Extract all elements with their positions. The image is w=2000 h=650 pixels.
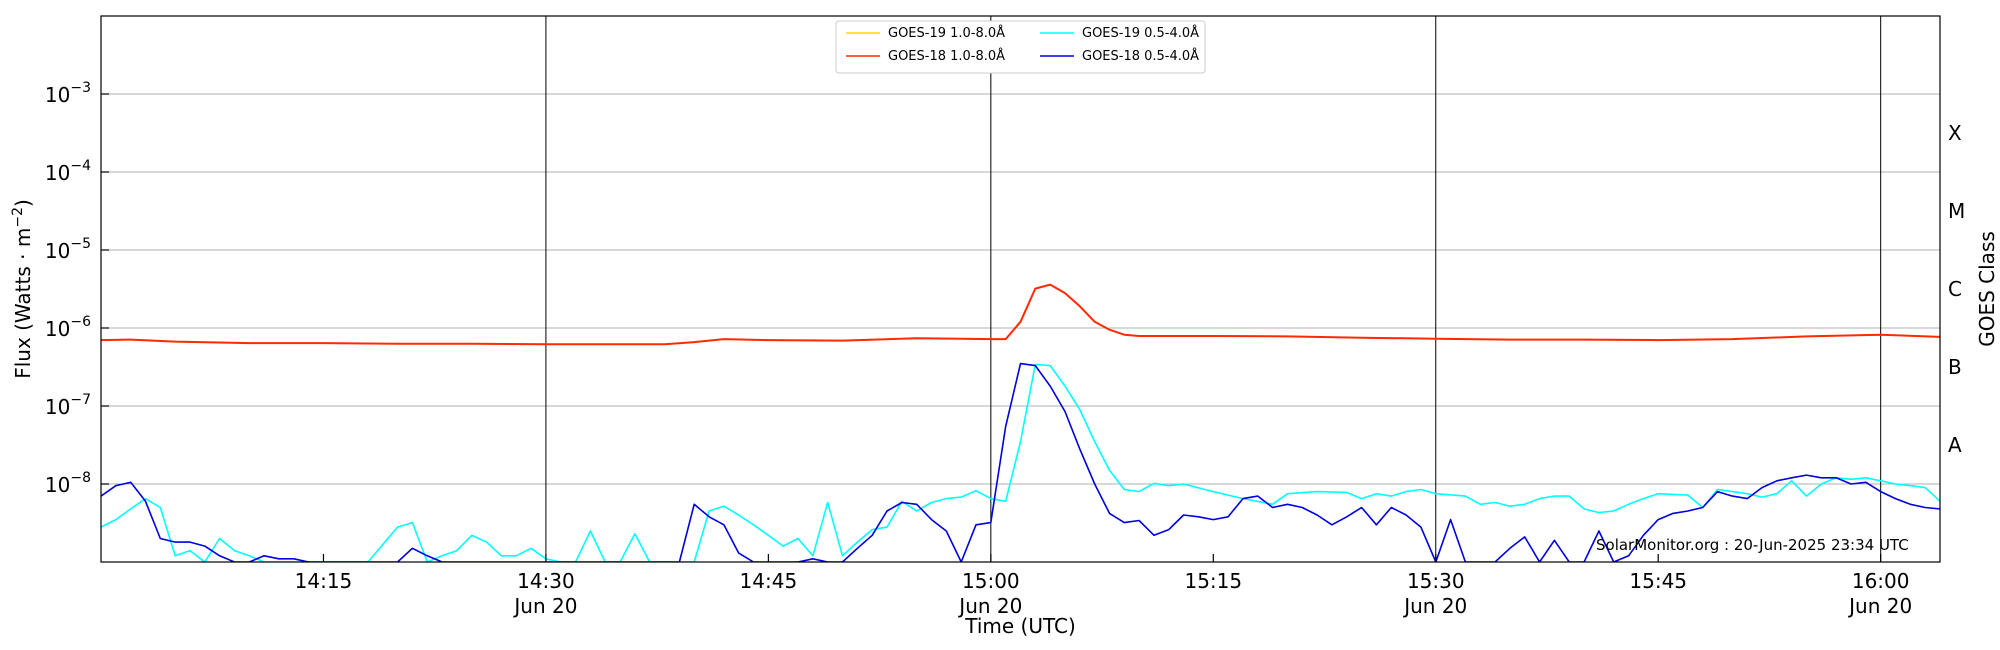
x-tick-label: 15:00 bbox=[962, 569, 1020, 593]
x-tick-date-label: Jun 20 bbox=[957, 594, 1022, 618]
legend-label: GOES-18 1.0-8.0Å bbox=[888, 48, 1005, 64]
goes-class-label: X bbox=[1948, 121, 1962, 145]
goes-class-axis-label: GOES Class bbox=[1975, 231, 1999, 347]
x-tick-label: 14:45 bbox=[740, 569, 798, 593]
x-axis-label: Time (UTC) bbox=[964, 614, 1076, 638]
x-tick-label: 15:30 bbox=[1407, 569, 1465, 593]
series-line-goes-19-0-5-4-0- bbox=[101, 363, 1940, 562]
series-lines bbox=[101, 283, 1940, 562]
x-tick-date-label: Jun 20 bbox=[1402, 594, 1467, 618]
y-tick-exponent: −7 bbox=[70, 392, 91, 408]
x-tick-label: 14:15 bbox=[295, 569, 353, 593]
plot-area-frame bbox=[100, 15, 1941, 563]
y-tick-label: 10−6 bbox=[45, 314, 91, 341]
y-tick-label: 10−7 bbox=[45, 392, 91, 419]
series-line-goes-18-1-0-8-0- bbox=[101, 283, 1940, 346]
y-tick-label: 10−5 bbox=[45, 236, 91, 263]
y-tick-label: 10−8 bbox=[45, 470, 91, 497]
series-line-goes-18-0-5-4-0- bbox=[101, 362, 1940, 562]
y-axis-label-close: ) bbox=[11, 199, 35, 207]
y-tick-base: 10 bbox=[45, 473, 70, 497]
y-axis-label: Flux (Watts · m−2) bbox=[10, 199, 35, 379]
legend-box bbox=[835, 20, 1206, 74]
y-tick-exponent: −6 bbox=[70, 314, 91, 330]
x-tick-date-label: Jun 20 bbox=[1847, 594, 1912, 618]
y-tick-base: 10 bbox=[45, 239, 70, 263]
watermark-text: SolarMonitor.org : 20-Jun-2025 23:34 UTC bbox=[1596, 536, 1909, 554]
x-tick-label: 14:30 bbox=[517, 569, 575, 593]
legend: GOES-19 1.0-8.0Å GOES-18 1.0-8.0Å GOES-19 … bbox=[835, 20, 1206, 74]
y-tick-base: 10 bbox=[45, 395, 70, 419]
y-tick-exponent: −5 bbox=[70, 236, 91, 252]
goes-class-label: B bbox=[1948, 355, 1962, 379]
legend-label: GOES-19 0.5-4.0Å bbox=[1082, 25, 1199, 41]
y-tick-base: 10 bbox=[45, 161, 70, 185]
grid-lines bbox=[101, 93, 1940, 485]
y-tick-label: 10−3 bbox=[45, 80, 91, 107]
y-tick-exponent: −8 bbox=[70, 470, 91, 486]
x-tick-label: 15:45 bbox=[1629, 569, 1687, 593]
y-tick-exponent: −3 bbox=[70, 80, 91, 96]
y-tick-exponent: −4 bbox=[70, 158, 91, 174]
x-tick-label: 16:00 bbox=[1852, 569, 1910, 593]
x-tick-date-label: Jun 20 bbox=[512, 594, 577, 618]
goes-class-label: C bbox=[1948, 277, 1962, 301]
y-tick-base: 10 bbox=[45, 317, 70, 341]
y-axis-label-exponent: −2 bbox=[10, 207, 26, 228]
goes-class-label: M bbox=[1948, 199, 1965, 223]
y-tick-base: 10 bbox=[45, 83, 70, 107]
x-tick-label: 15:15 bbox=[1184, 569, 1242, 593]
legend-label: GOES-19 1.0-8.0Å bbox=[888, 25, 1005, 41]
y-tick-label: 10−4 bbox=[45, 158, 91, 185]
legend-label: GOES-18 0.5-4.0Å bbox=[1082, 48, 1199, 64]
vertical-time-markers bbox=[545, 16, 1882, 562]
y-axis-label-main: Flux (Watts · m bbox=[11, 228, 35, 379]
goes-class-label: A bbox=[1948, 433, 1962, 457]
